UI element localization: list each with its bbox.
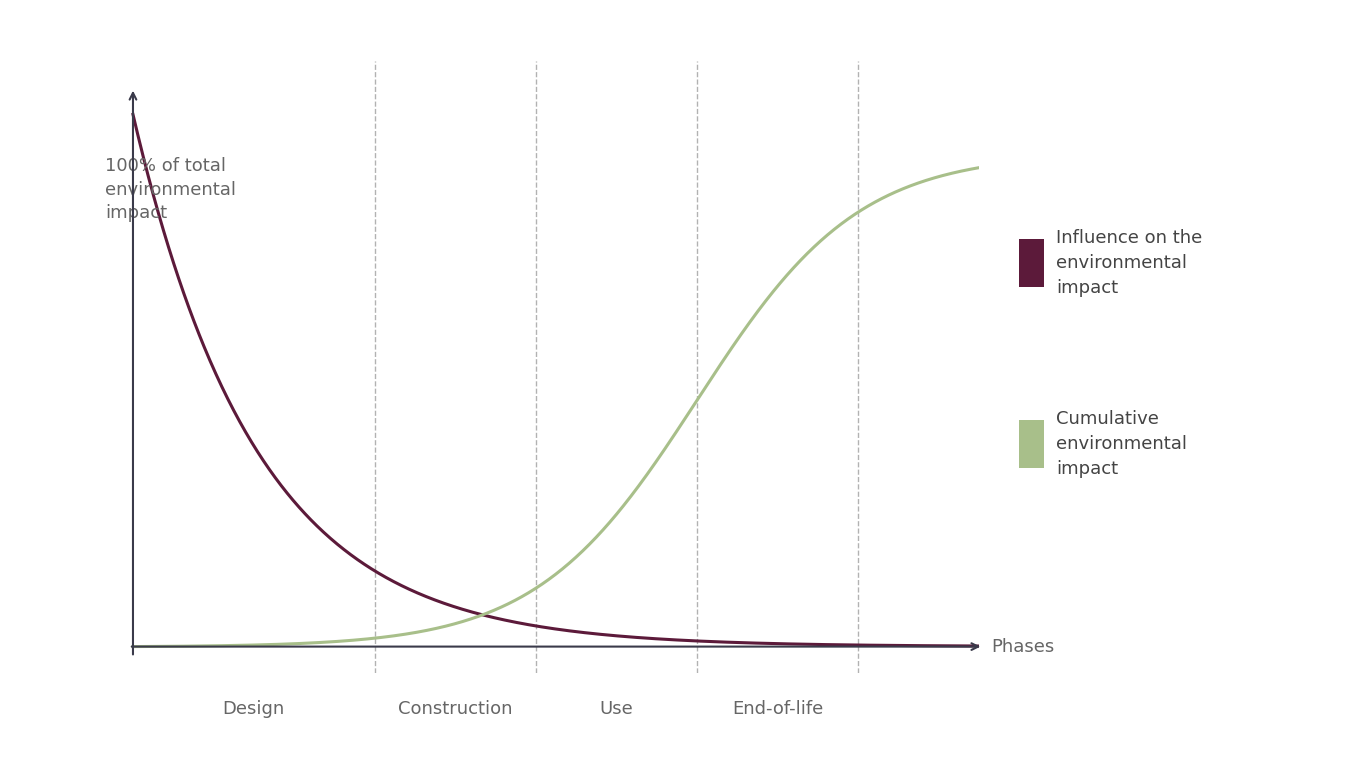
- Bar: [1020, 421, 1043, 468]
- Text: 100% of total
environmental
impact: 100% of total environmental impact: [105, 157, 235, 222]
- Text: Construction: Construction: [398, 700, 513, 718]
- Text: End-of-life: End-of-life: [732, 700, 823, 718]
- Text: Influence on the
environmental
impact: Influence on the environmental impact: [1055, 230, 1202, 298]
- Text: Use: Use: [600, 700, 634, 718]
- Text: Cumulative
environmental
impact: Cumulative environmental impact: [1055, 410, 1187, 478]
- Text: Design: Design: [223, 700, 286, 718]
- Bar: [1020, 239, 1043, 288]
- Text: Phases: Phases: [991, 637, 1054, 656]
